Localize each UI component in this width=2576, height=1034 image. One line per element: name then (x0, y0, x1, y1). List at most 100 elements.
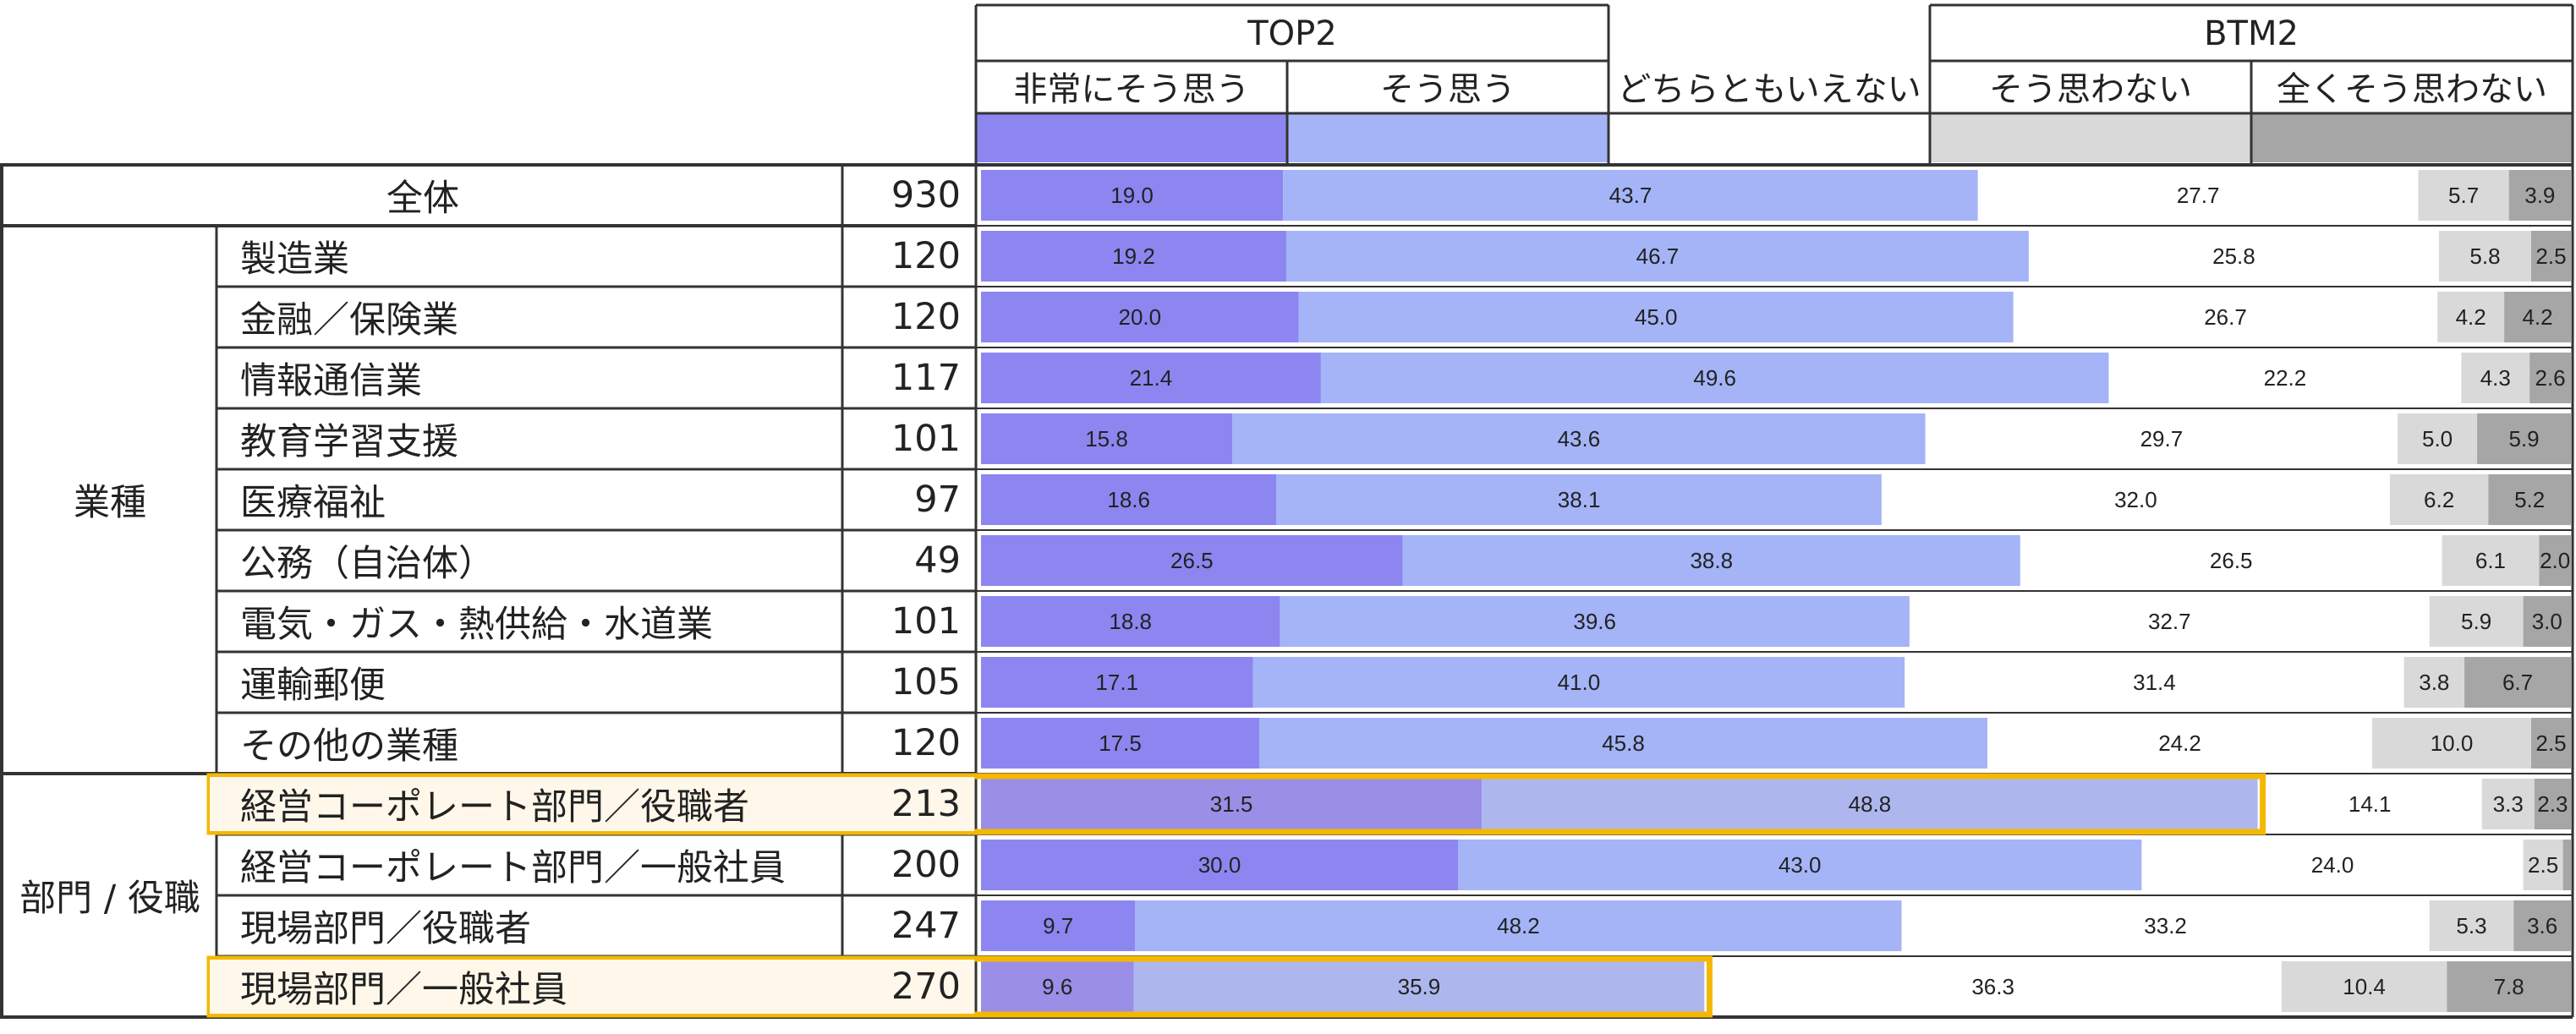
data-label-row9-s3: 24.2 (2158, 730, 2201, 756)
bar-segment-row11-s1 (981, 840, 1458, 890)
bar-segment-row5-s5 (2488, 474, 2571, 525)
data-label-row9-s2: 45.8 (1602, 730, 1645, 756)
row-n: 117 (891, 357, 961, 399)
data-label-row0-s4: 5.7 (2448, 183, 2479, 208)
data-label-row5-s1: 18.6 (1107, 487, 1150, 512)
legend-swatch-3 (1609, 113, 1930, 162)
data-label-row13-s5: 7.8 (2494, 974, 2524, 999)
bar-segment-row10-s4 (2481, 779, 2535, 829)
data-label-row12-s3: 33.2 (2144, 913, 2187, 938)
highlight-label-fill (210, 960, 974, 1014)
row-n: 120 (891, 235, 961, 277)
data-label-row4-s2: 43.6 (1558, 426, 1601, 451)
bar-segment-row13-s2 (1133, 961, 1705, 1012)
bar-segment-row2-s2 (1298, 292, 2014, 342)
row-label: その他の業種 (240, 725, 458, 768)
highlight-label-fill (210, 777, 974, 831)
data-label-row2-s1: 20.0 (1119, 304, 1162, 330)
legend-cat-3: どちらともいえない (1617, 70, 1921, 109)
bar-segment-row11-s3 (2141, 840, 2524, 890)
data-label-row7-s5: 3.0 (2532, 609, 2562, 634)
data-label-row11-s2: 43.0 (1779, 852, 1822, 878)
bar-segment-row4-s2 (1232, 413, 1926, 464)
bar-segment-row13-s5 (2447, 961, 2571, 1012)
legend-swatch-1 (976, 113, 1287, 162)
bar-segment-row2-s1 (981, 292, 1299, 342)
bar-segment-row4-s3 (1925, 413, 2398, 464)
data-label-row2-s4: 4.2 (2456, 304, 2486, 330)
row-label: 金融／保険業 (240, 299, 458, 342)
row-label: 教育学習支援 (240, 421, 458, 463)
bar-segment-row7-s5 (2523, 596, 2571, 647)
bar-segment-row9-s2 (1259, 718, 1988, 769)
data-label-row1-s1: 19.2 (1112, 243, 1155, 269)
legend-swatch-4 (1930, 113, 2251, 162)
row-label: 運輸郵便 (240, 665, 386, 707)
data-label-row3-s3: 22.2 (2264, 365, 2307, 391)
bar-segment-row6-s3 (2020, 535, 2442, 586)
bar-segment-row0-s3 (1977, 170, 2419, 221)
data-label-row6-s3: 26.5 (2210, 548, 2253, 573)
row-n: 200 (891, 844, 961, 886)
top2-header: TOP2 (1247, 14, 1337, 53)
data-label-row1-s2: 46.7 (1636, 243, 1680, 269)
bar-segment-row0-s4 (2418, 170, 2509, 221)
row-n: 105 (891, 661, 961, 703)
bar-segment-row10-s1 (981, 779, 1483, 829)
bar-segment-row13-s4 (2281, 961, 2447, 1012)
bar-segment-row13-s3 (1704, 961, 2282, 1012)
bar-segment-row5-s3 (1881, 474, 2390, 525)
bar-segment-row8-s2 (1252, 657, 1905, 708)
data-label-row12-s2: 48.2 (1497, 913, 1540, 938)
bar-segment-row4-s5 (2477, 413, 2571, 464)
data-label-row11-s3: 24.0 (2311, 852, 2354, 878)
group-label-industry: 業種 (74, 482, 146, 524)
data-label-row10-s2: 48.8 (1849, 791, 1892, 817)
data-label-row1-s5: 2.5 (2535, 243, 2566, 269)
bar-segment-row1-s2 (1285, 231, 2029, 282)
bar-segment-row0-s1 (981, 170, 1284, 221)
bar-segment-row5-s1 (981, 474, 1277, 525)
data-label-row6-s1: 26.5 (1170, 548, 1214, 573)
data-label-row7-s1: 18.8 (1109, 609, 1152, 634)
bar-segment-row5-s4 (2389, 474, 2489, 525)
data-label-row2-s3: 26.7 (2204, 304, 2247, 330)
data-label-row12-s1: 9.7 (1043, 913, 1073, 938)
legend-cat-4: そう思わない (1989, 70, 2192, 109)
row-label: 情報通信業 (240, 360, 422, 402)
bar-segment-row7-s4 (2429, 596, 2524, 647)
data-label-row6-s5: 2.0 (2540, 548, 2570, 573)
legend-cat-5: 全くそう思わない (2277, 70, 2547, 109)
data-label-row2-s5: 4.2 (2522, 304, 2552, 330)
bar-segment-row12-s4 (2429, 900, 2514, 951)
row-label: 製造業 (240, 238, 349, 281)
bar-segment-row11-s2 (1458, 840, 2142, 890)
data-label-row1-s3: 25.8 (2212, 243, 2255, 269)
data-label-row8-s1: 17.1 (1095, 670, 1138, 695)
bar-segment-row2-s4 (2437, 292, 2505, 342)
row-n: 97 (914, 479, 961, 521)
bar-segment-row3-s2 (1320, 353, 2109, 403)
data-label-row9-s4: 10.0 (2431, 730, 2474, 756)
bar-segment-row13-s1 (981, 961, 1134, 1012)
bar-segment-row11-s5 (2562, 840, 2571, 890)
row-n: 270 (891, 966, 961, 1008)
data-label-row3-s1: 21.4 (1130, 365, 1173, 391)
data-label-row5-s4: 6.2 (2424, 487, 2454, 512)
data-label-row8-s4: 3.8 (2419, 670, 2449, 695)
data-label-row10-s4: 3.3 (2493, 791, 2524, 817)
bar-segment-row4-s1 (981, 413, 1233, 464)
bar-segment-row1-s4 (2438, 231, 2531, 282)
data-label-row0-s2: 43.7 (1609, 183, 1652, 208)
bar-segment-row0-s5 (2508, 170, 2571, 221)
data-label-row10-s5: 2.3 (2537, 791, 2568, 817)
bar-segment-row1-s1 (981, 231, 1286, 282)
data-label-row4-s3: 29.7 (2140, 426, 2184, 451)
row-label: 医療福祉 (240, 482, 386, 524)
row-label: 全体 (386, 178, 459, 220)
bar-segment-row3-s3 (2108, 353, 2462, 403)
group-label-department: 部門 / 役職 (19, 878, 200, 920)
bar-segment-row2-s5 (2504, 292, 2571, 342)
row-n: 930 (891, 174, 961, 216)
data-label-row11-s1: 30.0 (1198, 852, 1241, 878)
